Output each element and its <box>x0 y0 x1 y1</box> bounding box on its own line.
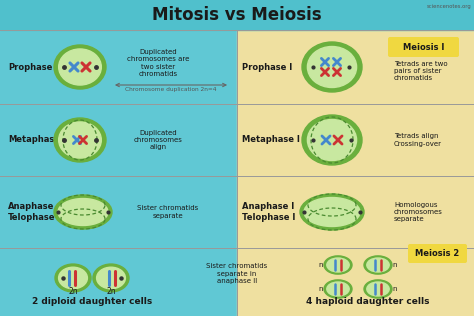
Text: Mitosis vs Meiosis: Mitosis vs Meiosis <box>152 6 322 24</box>
Ellipse shape <box>300 194 364 230</box>
Text: sciencenotes.org: sciencenotes.org <box>427 4 472 9</box>
Ellipse shape <box>302 42 362 92</box>
Ellipse shape <box>304 198 360 227</box>
Ellipse shape <box>364 256 392 274</box>
Text: Tetrads are two
pairs of sister
chromatids: Tetrads are two pairs of sister chromati… <box>394 60 447 82</box>
Ellipse shape <box>308 46 356 88</box>
Text: Meiosis 2: Meiosis 2 <box>415 249 460 258</box>
Text: Prophase: Prophase <box>8 63 52 71</box>
Bar <box>0 0 237 316</box>
Text: n: n <box>393 262 397 268</box>
Text: Tetrads align
Crossing-over: Tetrads align Crossing-over <box>394 133 442 147</box>
Text: 2n: 2n <box>68 287 78 295</box>
Text: Chromosome duplication 2n=4: Chromosome duplication 2n=4 <box>125 88 217 93</box>
Text: 2n: 2n <box>106 287 116 295</box>
Ellipse shape <box>327 282 349 296</box>
Ellipse shape <box>367 258 389 272</box>
Text: Sister chromatids
separate in
anaphase II: Sister chromatids separate in anaphase I… <box>206 264 268 284</box>
Ellipse shape <box>59 49 101 85</box>
FancyBboxPatch shape <box>388 37 459 57</box>
Text: Metaphase: Metaphase <box>8 136 60 144</box>
Ellipse shape <box>302 115 362 165</box>
Ellipse shape <box>54 45 106 89</box>
Ellipse shape <box>324 280 352 298</box>
Ellipse shape <box>93 264 129 292</box>
Text: 2 diploid daughter cells: 2 diploid daughter cells <box>32 297 152 307</box>
Ellipse shape <box>55 264 91 292</box>
Text: Meiosis I: Meiosis I <box>403 42 444 52</box>
Text: Anaphase
Telophase: Anaphase Telophase <box>8 202 55 222</box>
Text: Duplicated
chromosomes are
two sister
chromatids: Duplicated chromosomes are two sister ch… <box>127 49 189 77</box>
Ellipse shape <box>59 122 101 158</box>
Ellipse shape <box>364 280 392 298</box>
Ellipse shape <box>327 258 349 272</box>
Text: Duplicated
chromosomes
align: Duplicated chromosomes align <box>134 130 182 150</box>
Ellipse shape <box>59 267 87 289</box>
Ellipse shape <box>367 282 389 296</box>
Bar <box>237 0 474 316</box>
Text: 4 haploid daughter cells: 4 haploid daughter cells <box>306 297 430 307</box>
Text: n: n <box>319 286 323 292</box>
Text: Metaphase I: Metaphase I <box>242 136 300 144</box>
Text: Prophase I: Prophase I <box>242 63 292 71</box>
Ellipse shape <box>54 118 106 162</box>
Ellipse shape <box>324 256 352 274</box>
Text: n: n <box>393 286 397 292</box>
Ellipse shape <box>308 119 356 161</box>
Text: Homologous
chromosomes
separate: Homologous chromosomes separate <box>394 202 443 222</box>
Ellipse shape <box>58 198 108 226</box>
Text: n: n <box>319 262 323 268</box>
Bar <box>0 0 474 30</box>
Ellipse shape <box>97 267 126 289</box>
Text: Anaphase I
Telophase I: Anaphase I Telophase I <box>242 202 295 222</box>
FancyBboxPatch shape <box>408 244 467 263</box>
Ellipse shape <box>54 195 112 229</box>
Text: Sister chromatids
separate: Sister chromatids separate <box>137 205 199 219</box>
